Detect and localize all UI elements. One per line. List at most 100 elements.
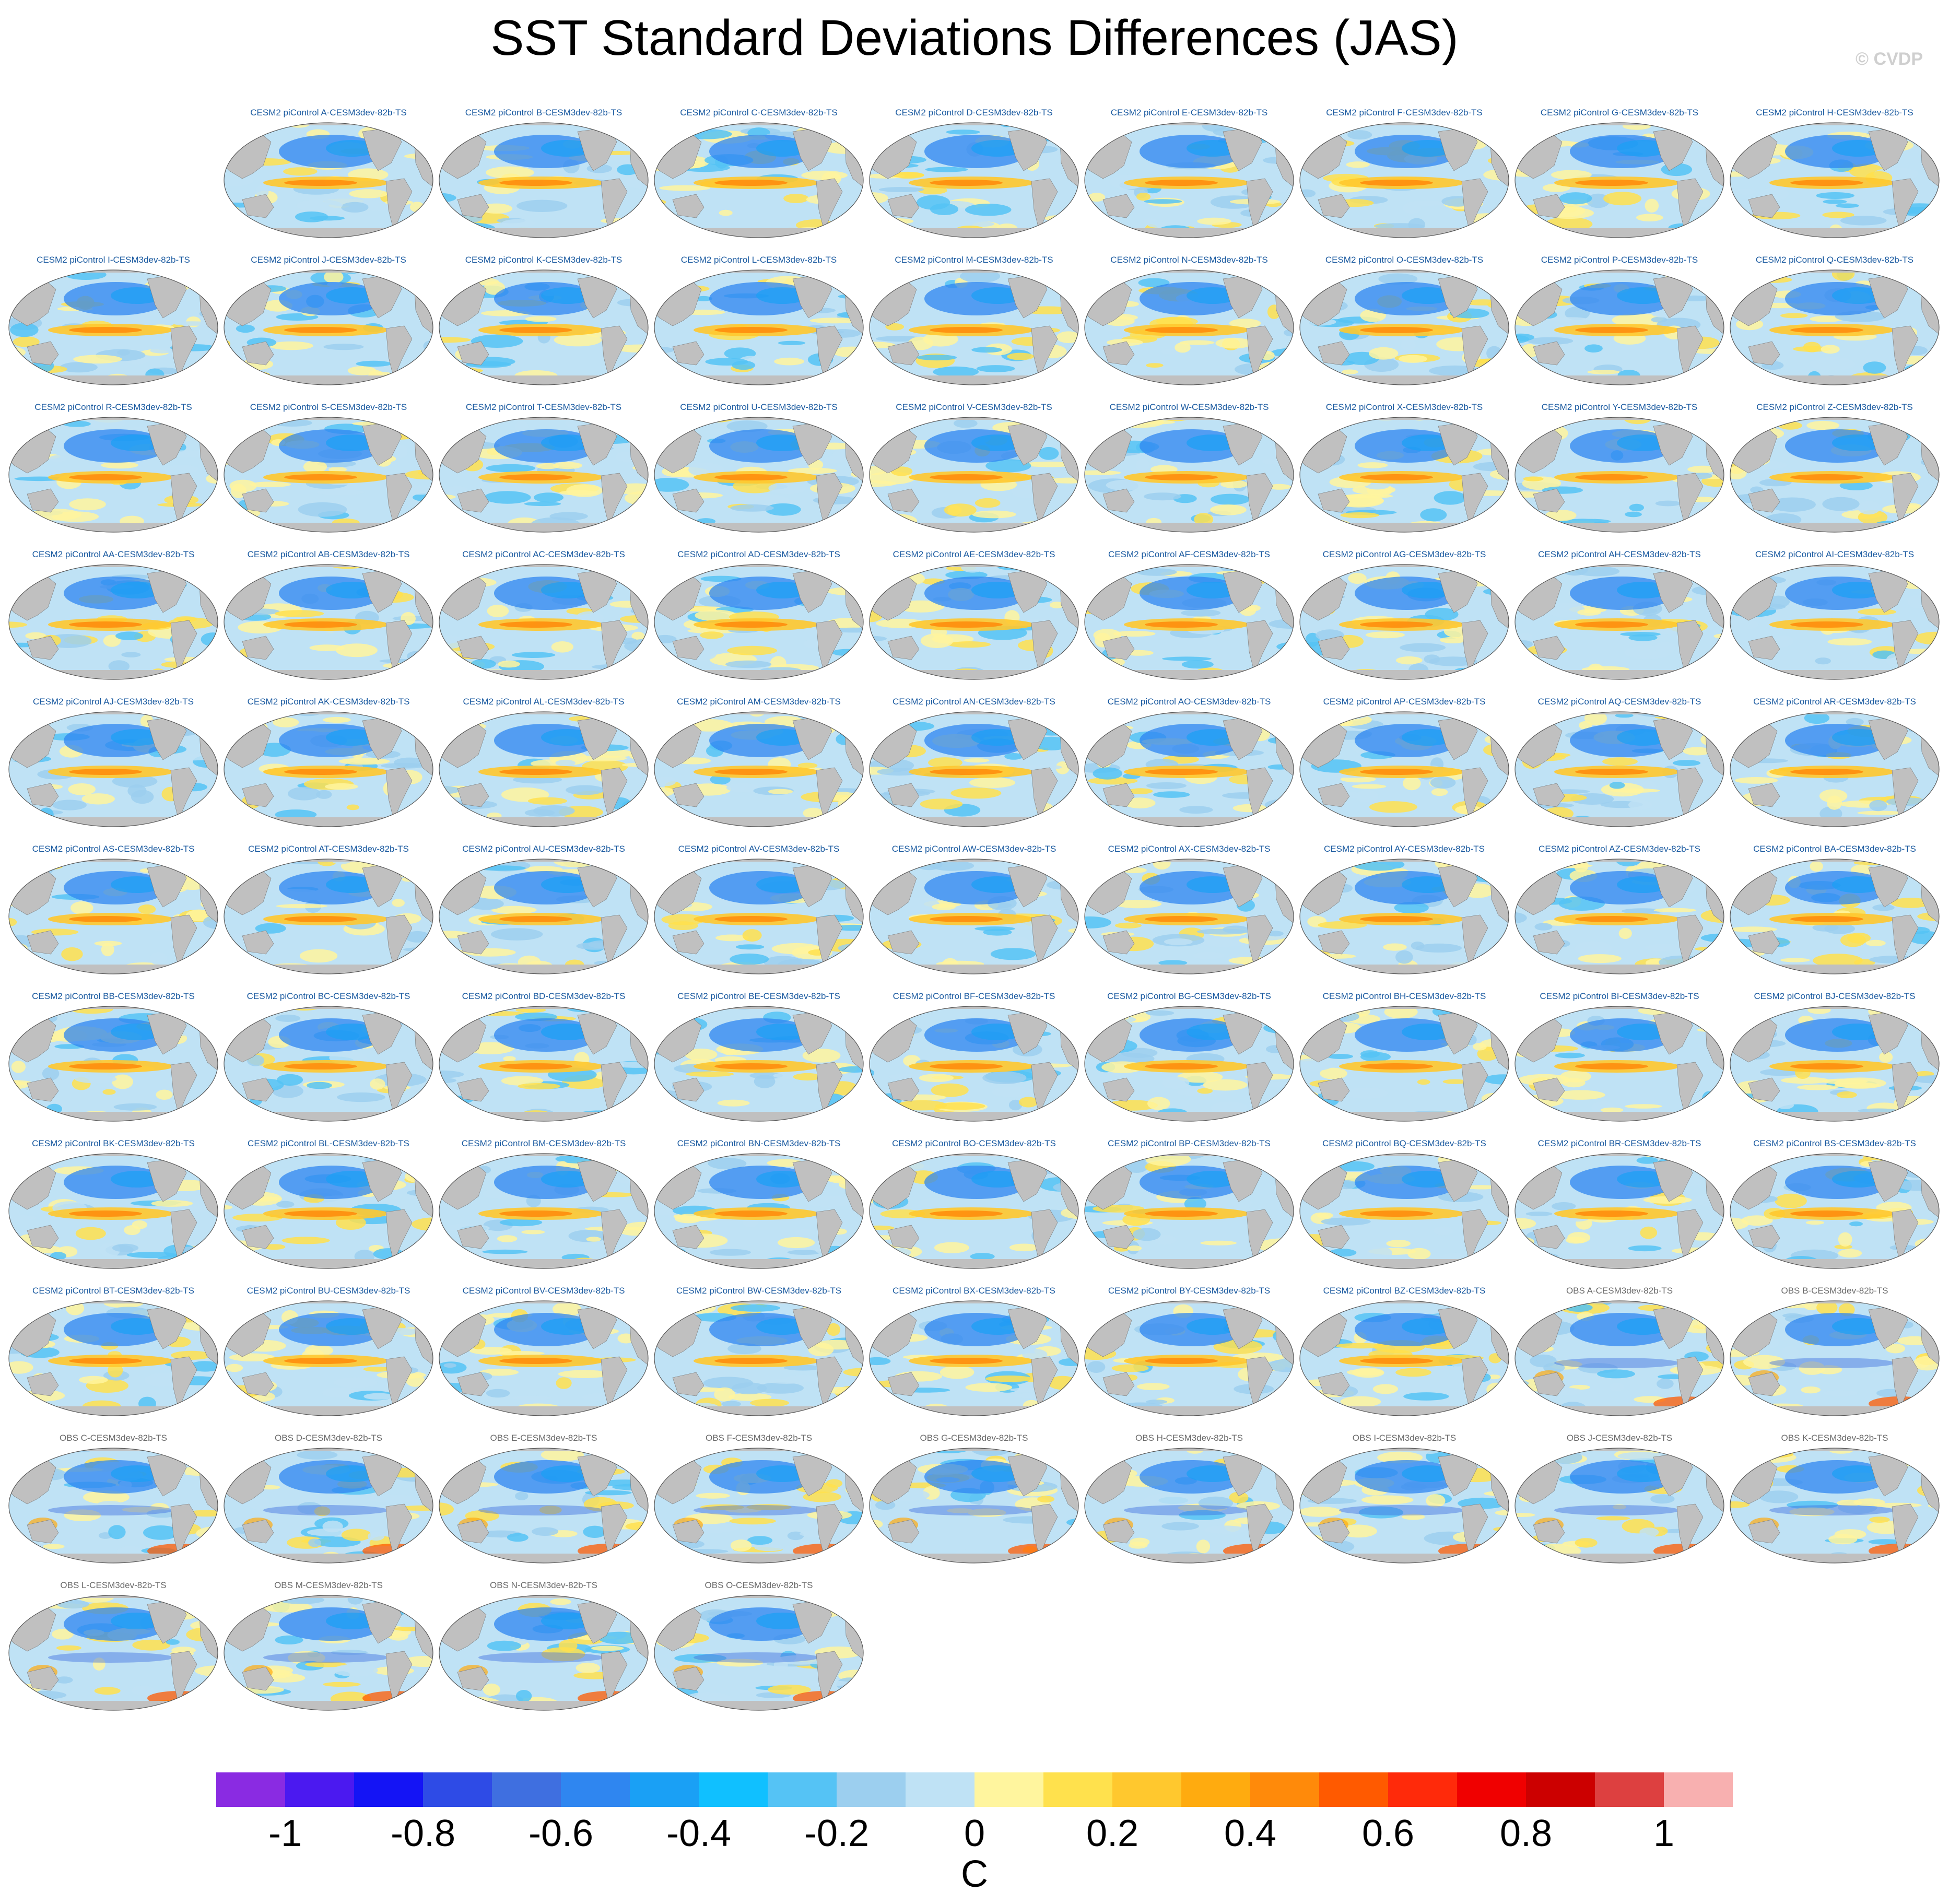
sst-patch bbox=[970, 1253, 995, 1261]
australia-land bbox=[27, 636, 59, 660]
sst-patch bbox=[37, 712, 57, 719]
equatorial-core bbox=[1575, 327, 1648, 333]
map-border bbox=[224, 417, 433, 533]
sst-patch bbox=[615, 1692, 648, 1707]
sst-patch bbox=[1164, 938, 1193, 945]
sst-patch bbox=[1672, 1247, 1720, 1254]
equatorial-core bbox=[1575, 1063, 1648, 1069]
map-panel: CESM2 piControl BF-CESM3dev-82b-TS bbox=[867, 991, 1081, 1125]
sst-patch bbox=[1300, 1379, 1309, 1390]
sst-patch bbox=[322, 1520, 343, 1533]
north-pacific-core bbox=[1617, 1024, 1669, 1040]
sst-patch bbox=[889, 1073, 927, 1080]
map-panel: CESM2 piControl O-CESM3dev-82b-TS bbox=[1297, 255, 1511, 389]
sst-difference-map bbox=[1299, 1006, 1509, 1122]
equatorial-core bbox=[1360, 1210, 1433, 1217]
map-border bbox=[8, 564, 218, 680]
south-america-land bbox=[1246, 1062, 1273, 1115]
south-america-land bbox=[816, 178, 843, 231]
sst-patch bbox=[224, 1205, 233, 1210]
sst-patch bbox=[1891, 898, 1931, 908]
south-america-land bbox=[1031, 1062, 1058, 1115]
arctic-land bbox=[1300, 1006, 1509, 1009]
north-pacific-core bbox=[756, 434, 808, 451]
map-border bbox=[1514, 417, 1724, 533]
sst-patch bbox=[1090, 1265, 1123, 1268]
sst-patch bbox=[1402, 1513, 1425, 1520]
australia-land bbox=[887, 488, 920, 513]
sst-patch bbox=[71, 901, 93, 915]
arctic-land bbox=[1730, 1301, 1939, 1303]
arctic-land bbox=[870, 1448, 1078, 1451]
south-america-land bbox=[1892, 767, 1919, 820]
sst-patch bbox=[1340, 1524, 1377, 1538]
sst-patch bbox=[275, 1635, 303, 1644]
sst-patch bbox=[1672, 760, 1701, 766]
south-america-land bbox=[1676, 914, 1704, 968]
sst-patch bbox=[1085, 272, 1107, 284]
sst-patch bbox=[97, 1501, 123, 1507]
panel-title: OBS G-CESM3dev-82b-TS bbox=[920, 1433, 1028, 1443]
south-america-land bbox=[170, 620, 197, 673]
sst-difference-map bbox=[1084, 1448, 1294, 1564]
map-panel: CESM2 piControl C-CESM3dev-82b-TS bbox=[652, 108, 866, 241]
map-border bbox=[654, 269, 864, 385]
map-border bbox=[654, 1006, 864, 1122]
equatorial-core bbox=[1790, 327, 1863, 333]
sst-difference-map bbox=[1084, 417, 1294, 533]
equatorial-core bbox=[714, 621, 788, 628]
sst-patch bbox=[181, 1006, 214, 1010]
sst-patch bbox=[1369, 801, 1417, 813]
australia-land bbox=[1102, 783, 1135, 807]
sst-patch bbox=[1730, 959, 1758, 966]
sst-patch bbox=[532, 1527, 559, 1536]
sst-patch bbox=[1358, 1506, 1404, 1519]
sst-patch bbox=[1919, 1557, 1939, 1563]
sst-difference-map bbox=[1299, 122, 1509, 238]
arctic-land bbox=[1515, 1154, 1724, 1156]
map-panel: CESM2 piControl AS-CESM3dev-82b-TS bbox=[6, 844, 220, 978]
australia-land bbox=[457, 488, 489, 513]
australia-land bbox=[1748, 930, 1780, 955]
sst-patch bbox=[439, 1106, 460, 1118]
sst-patch bbox=[1049, 859, 1078, 866]
map-border bbox=[224, 1006, 433, 1122]
sst-patch bbox=[1300, 967, 1323, 974]
sst-patch bbox=[1558, 1248, 1587, 1255]
sst-patch bbox=[229, 1595, 257, 1602]
sst-patch bbox=[974, 498, 1001, 508]
sst-patch bbox=[1048, 276, 1078, 291]
sst-patch bbox=[726, 420, 768, 432]
sst-patch bbox=[463, 324, 485, 330]
sst-patch bbox=[1071, 370, 1078, 378]
map-border bbox=[1730, 122, 1940, 238]
map-border bbox=[1730, 859, 1940, 974]
sst-patch bbox=[1628, 1245, 1662, 1252]
sst-patch bbox=[226, 206, 239, 211]
sst-patch bbox=[914, 232, 931, 238]
map-panel: CESM2 piControl AE-CESM3dev-82b-TS bbox=[867, 549, 1081, 683]
arctic-land bbox=[870, 1301, 1078, 1303]
map-panel: CESM2 piControl AA-CESM3dev-82b-TS bbox=[6, 549, 220, 683]
arctic-land bbox=[224, 1448, 433, 1451]
sst-patch bbox=[833, 953, 850, 967]
panel-title: CESM2 piControl BC-CESM3dev-82b-TS bbox=[246, 991, 410, 1001]
sst-patch bbox=[1534, 923, 1553, 931]
sst-patch bbox=[654, 715, 688, 730]
sst-difference-map bbox=[1730, 564, 1940, 680]
sst-patch bbox=[795, 1229, 816, 1236]
south-america-land bbox=[1246, 620, 1273, 673]
sst-patch bbox=[52, 800, 87, 810]
sst-patch bbox=[1612, 313, 1664, 327]
sst-patch bbox=[1730, 1501, 1750, 1508]
sst-patch bbox=[1746, 667, 1774, 677]
south-america-land bbox=[170, 473, 197, 526]
panel-title: CESM2 piControl G-CESM3dev-82b-TS bbox=[1540, 108, 1699, 117]
sst-difference-map bbox=[1730, 417, 1940, 533]
sst-patch bbox=[877, 514, 918, 528]
sst-difference-map bbox=[1084, 859, 1294, 974]
panel-title: OBS B-CESM3dev-82b-TS bbox=[1781, 1286, 1888, 1296]
map-border bbox=[1084, 269, 1294, 385]
south-america-land bbox=[1892, 914, 1919, 968]
australia-land bbox=[672, 930, 705, 955]
